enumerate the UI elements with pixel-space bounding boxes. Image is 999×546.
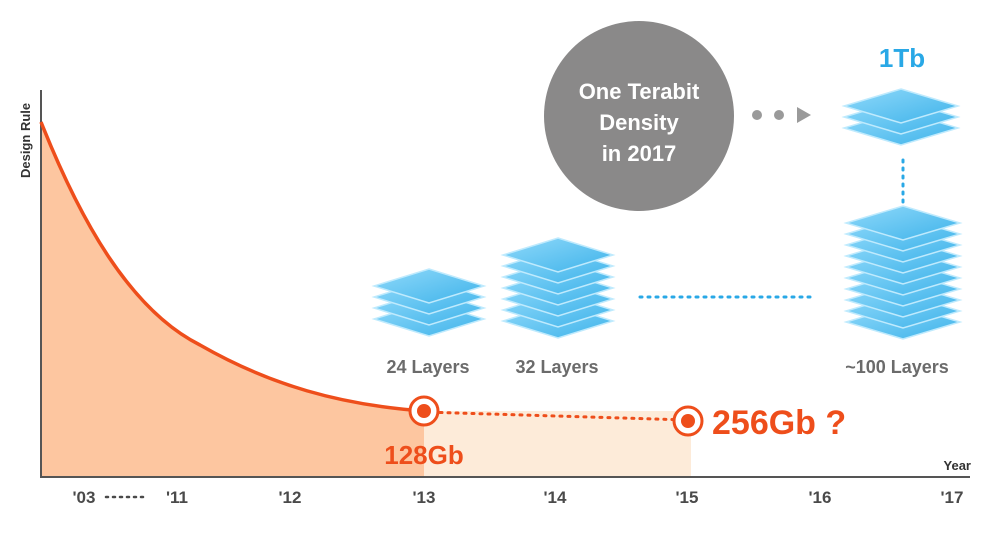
callout-line-3: in 2017 xyxy=(602,141,677,166)
layer-label-24: 24 Layers xyxy=(386,357,469,377)
callout-line-1: One Terabit xyxy=(579,79,700,104)
design-rule-area xyxy=(41,122,424,477)
x-tick-17: '17 xyxy=(941,488,964,507)
target-1tb-label: 1Tb xyxy=(879,43,925,73)
layer-label-32: 32 Layers xyxy=(515,357,598,377)
x-tick-11: '11 xyxy=(166,488,188,507)
x-tick-16: '16 xyxy=(809,488,832,507)
x-tick-15: '15 xyxy=(676,488,699,507)
arrow-dots xyxy=(752,107,811,123)
x-tick-labels: '03 '11 '12 '13 '14 '15 '16 '17 xyxy=(73,488,964,507)
stack-1tb-layer xyxy=(841,88,961,124)
y-axis-label: Design Rule xyxy=(18,103,33,178)
stack-24-layer xyxy=(371,268,487,304)
callout-line-2: Density xyxy=(599,110,679,135)
layer-stack-32 xyxy=(500,237,616,339)
layer-label-100: ~100 Layers xyxy=(845,357,949,377)
design-rule-curve xyxy=(39,121,425,413)
future-area xyxy=(424,411,691,477)
milestone-128gb-label: 128Gb xyxy=(384,440,464,470)
layer-stack-100 xyxy=(843,205,963,340)
marker-128gb xyxy=(408,395,440,427)
x-axis-label: Year xyxy=(944,458,971,473)
marker-256gb xyxy=(672,405,704,437)
x-tick-13: '13 xyxy=(413,488,436,507)
x-tick-12: '12 xyxy=(279,488,302,507)
callout-circle: One Terabit Density in 2017 xyxy=(544,21,734,211)
layer-stack-1tb xyxy=(841,88,961,146)
layer-stack-24 xyxy=(371,268,487,337)
milestone-256gb-label: 256Gb ? xyxy=(712,404,846,442)
x-tick-14: '14 xyxy=(544,488,567,507)
x-tick-03: '03 xyxy=(73,488,96,507)
stack-100-layer xyxy=(843,205,963,241)
stack-32-layer xyxy=(500,237,616,273)
